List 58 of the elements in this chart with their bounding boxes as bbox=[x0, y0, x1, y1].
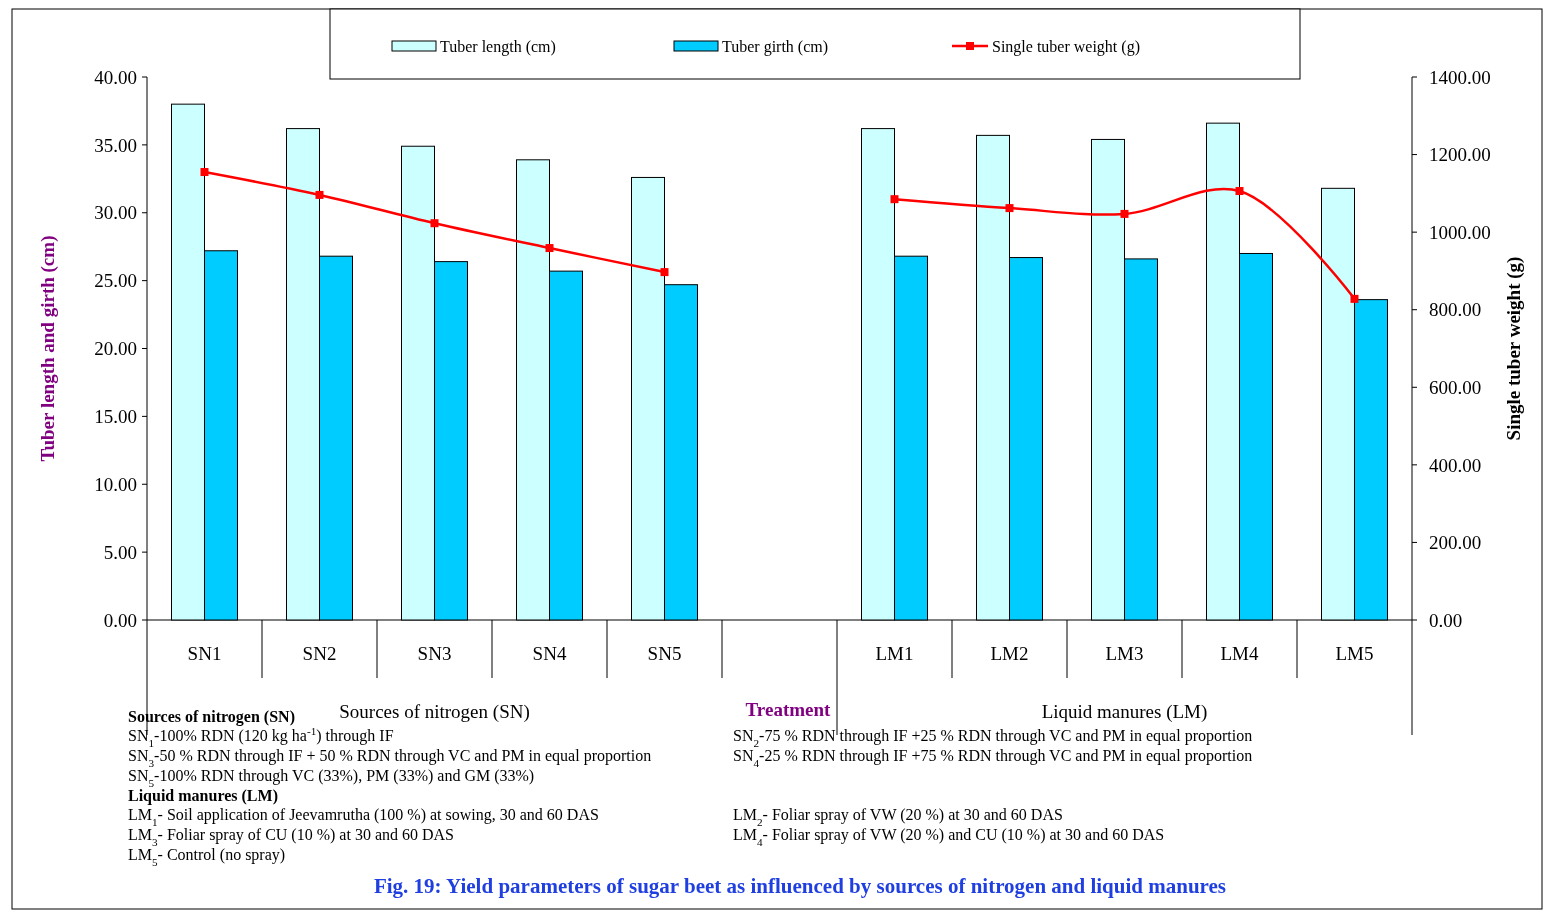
x-tick-label: SN2 bbox=[302, 643, 337, 664]
y-tick-label: 5.00 bbox=[103, 541, 137, 563]
y2-tick-label: 600.00 bbox=[1429, 376, 1482, 398]
y2-axis-title: Single tuber weight (g) bbox=[1503, 256, 1525, 441]
y-tick-label: 40.00 bbox=[94, 66, 137, 88]
text: LM$_{2}$- Foliar spray of VW (20 %) at 30 and 60 DAS bbox=[733, 806, 1063, 828]
y-tick-label: 20.00 bbox=[94, 338, 137, 360]
point bbox=[890, 195, 899, 204]
y-tick-label: 30.00 bbox=[94, 202, 137, 224]
y-tick-label: 15.00 bbox=[94, 406, 137, 428]
y-axis-title: Tuber length and girth (cm) bbox=[37, 235, 59, 462]
x-tick-label: SN4 bbox=[532, 643, 567, 664]
text: SN$_{2}$-75 % RDN through IF +25 % RDN through VC and PM in equal proportion bbox=[733, 727, 1253, 749]
y2-tick-label: 1400.00 bbox=[1429, 66, 1491, 88]
point bbox=[1235, 187, 1244, 196]
y-tick-label: 35.00 bbox=[94, 134, 137, 156]
y-tick-label: 25.00 bbox=[94, 270, 137, 292]
text: SN$_{5}$-100% RDN through VC (33%), PM (33%) and GM (33%) bbox=[128, 767, 535, 789]
text: SN$_{1}$-100% RDN (120 kg ha$^{-1}$) through IF bbox=[128, 725, 394, 749]
y-tick-label: 10.00 bbox=[94, 473, 137, 495]
y2-tick-label: 200.00 bbox=[1429, 532, 1482, 554]
x-tick-label: LM2 bbox=[990, 643, 1029, 664]
x-tick-label: SN3 bbox=[417, 643, 452, 664]
point bbox=[430, 219, 439, 228]
y2-tick-label: 400.00 bbox=[1429, 454, 1482, 476]
x-tick-label: LM4 bbox=[1220, 643, 1259, 664]
x-tick-label: SN5 bbox=[647, 643, 682, 664]
text: LM$_{1}$- Soil application of Jeevamrutha (100 %) at sowing, 30 and 60 DAS bbox=[128, 806, 599, 828]
point bbox=[200, 168, 209, 177]
y2-tick-label: 1200.00 bbox=[1429, 144, 1491, 166]
text: Liquid manures (LM) bbox=[1041, 701, 1208, 723]
point bbox=[1120, 209, 1129, 218]
text: SN$_{3}$-50 % RDN through IF + 50 % RDN through VC and PM in equal proportion bbox=[128, 747, 652, 769]
text: LM$_{5}$- Control (no spray) bbox=[128, 846, 286, 868]
text: LM$_{3}$- Foliar spray of CU (10 %) at 30 and 60 DAS bbox=[128, 826, 454, 848]
point bbox=[1005, 204, 1014, 213]
point bbox=[545, 244, 554, 253]
text: Fig. 19: Yield parameters of sugar beet as influenced by sources of nitrogen and liquid manures bbox=[373, 874, 1227, 898]
x-tick-label: SN1 bbox=[187, 643, 222, 664]
x-tick-label: LM1 bbox=[875, 643, 914, 664]
source-note: Sources of nitrogen (SN) bbox=[128, 708, 295, 726]
y2-tick-label: 1000.00 bbox=[1429, 221, 1491, 243]
point bbox=[315, 190, 324, 199]
y2-tick-label: 0.00 bbox=[1429, 609, 1463, 631]
text: SN$_{4}$-25 % RDN through IF +75 % RDN through VC and PM in equal proportion bbox=[733, 747, 1253, 769]
text: LM$_{4}$- Foliar spray of VW (20 %) and CU (10 %) at 30 and 60 DAS bbox=[733, 826, 1165, 848]
point bbox=[660, 268, 669, 277]
legend-label: Single tuber weight (g) bbox=[992, 37, 1140, 56]
x-tick-label: LM5 bbox=[1335, 643, 1374, 664]
x-tick-label: LM3 bbox=[1105, 643, 1144, 664]
source-note: Sources of nitrogen (SN) bbox=[339, 701, 530, 723]
legend-label: Tuber length (cm) bbox=[440, 37, 556, 56]
legend-label: Tuber girth (cm) bbox=[722, 37, 829, 56]
y-tick-label: 0.00 bbox=[103, 609, 137, 631]
x-axis-title: Treatment bbox=[745, 699, 832, 720]
point bbox=[1350, 294, 1359, 303]
text: Liquid manures (LM) bbox=[128, 787, 278, 805]
y2-tick-label: 800.00 bbox=[1429, 299, 1482, 321]
